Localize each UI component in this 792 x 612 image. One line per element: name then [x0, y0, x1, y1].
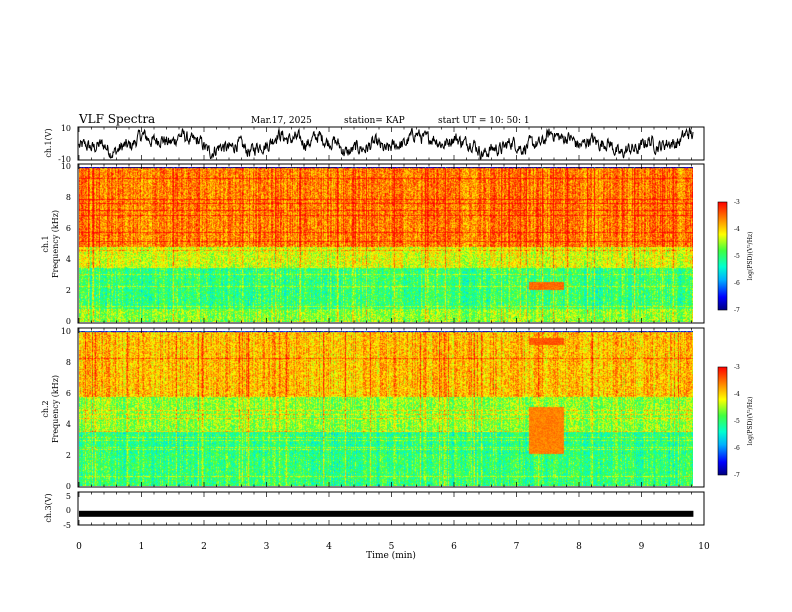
- ch1-cb-tick-m7: -7: [734, 307, 740, 314]
- xtick-9: 9: [639, 542, 645, 552]
- ch3-ytick-m5: -5: [63, 521, 71, 530]
- ch2-ytick-4: 4: [66, 420, 71, 429]
- ch1-ytick-top: 10: [61, 124, 71, 133]
- figure-title: VLF Spectra: [78, 112, 155, 126]
- ch1-spectrogram-frame: [77, 163, 705, 324]
- ch1-waveform-ylabel: ch.1(V): [44, 128, 53, 157]
- ch1-ytick-10: 10: [61, 162, 71, 171]
- ch2-cb-tick-m6: -6: [734, 445, 740, 452]
- ch2-spectrogram-panel: 0 2 4 6 8 10 ch.2 Frequency (kHz): [41, 327, 705, 491]
- ch1-ytick-4: 4: [66, 255, 71, 264]
- ch3-waveform-frame: [77, 491, 705, 526]
- ch1-spectrogram-panel: 0 2 4 6 8 10 ch.1 Frequency (kHz): [41, 162, 705, 326]
- xtick-2: 2: [201, 542, 207, 552]
- ch3-ytick-5: 5: [66, 492, 71, 501]
- ch2-ytick-8: 8: [66, 358, 71, 367]
- ch3-waveform-line: [79, 510, 694, 517]
- ch1-ytick-6: 6: [66, 224, 71, 233]
- ch2-spectrogram-frame: [77, 327, 705, 488]
- xtick-5: 5: [389, 542, 395, 552]
- xtick-7: 7: [514, 542, 520, 552]
- ch1-spectrogram-image: [79, 167, 693, 322]
- xtick-3: 3: [264, 542, 270, 552]
- xtick-10: 10: [698, 542, 710, 552]
- xtick-0: 0: [76, 542, 82, 552]
- ch1-spectrogram-ticks: [78, 164, 705, 323]
- xtick-1: 1: [139, 542, 145, 552]
- ch1-waveform-panel: 10 -10 ch.1(V): [44, 124, 705, 164]
- x-axis-label: Time (min): [366, 550, 416, 561]
- ch1-spectrogram-ylabel: ch.1: [41, 235, 50, 252]
- ch2-colorbar-label: log(PSD)(V²/Hz): [747, 397, 754, 446]
- ch2-cb-tick-m4: -4: [734, 391, 740, 398]
- ch1-waveform-line: [78, 127, 694, 160]
- ch2-spectrogram-ylabel: ch.2: [41, 400, 50, 417]
- ch2-ytick-0: 0: [66, 482, 71, 491]
- ch2-cb-tick-m7: -7: [734, 472, 740, 479]
- ch1-colorbar: -3 -4 -5 -6 -7 log(PSD)(V²/Hz): [717, 199, 754, 314]
- ch2-colorbar-scale: [717, 366, 728, 476]
- ch1-ytick-0: 0: [66, 317, 71, 326]
- ch2-colorbar: -3 -4 -5 -6 -7 log(PSD)(V²/Hz): [717, 364, 754, 479]
- ch1-colorbar-scale: [717, 201, 728, 311]
- ch3-waveform-ticks: [78, 492, 705, 525]
- date-label: Mar.17, 2025: [251, 116, 312, 126]
- xtick-6: 6: [451, 542, 457, 552]
- ch1-cb-tick-m4: -4: [734, 226, 740, 233]
- station-label: station= KAP: [344, 116, 405, 126]
- ch1-waveform-frame: [77, 126, 705, 161]
- ch2-ytick-10: 10: [61, 327, 71, 336]
- ch2-spectrogram-image: [79, 331, 693, 486]
- ch3-waveform-panel: 5 0 -5 ch.3(V): [44, 491, 705, 530]
- ch1-ytick-bottom: -10: [58, 155, 71, 164]
- ch1-cb-tick-m6: -6: [734, 280, 740, 287]
- ch1-cb-tick-m3: -3: [734, 199, 740, 206]
- xtick-8: 8: [576, 542, 582, 552]
- ch1-ytick-2: 2: [66, 286, 71, 295]
- ch3-ytick-0: 0: [66, 506, 71, 515]
- ch1-ytick-8: 8: [66, 193, 71, 202]
- ch1-frequency-label: Frequency (kHz): [51, 210, 60, 278]
- start-time-label: start UT = 10: 50: 1: [438, 116, 530, 126]
- xtick-4: 4: [326, 542, 332, 552]
- x-axis: 0 1 2 3 4 5 6 7 8 9 10 Time (min): [76, 542, 710, 561]
- ch2-ytick-6: 6: [66, 389, 71, 398]
- ch1-cb-tick-m5: -5: [734, 253, 740, 260]
- ch3-waveform-ylabel: ch.3(V): [44, 493, 53, 522]
- ch2-frequency-label: Frequency (kHz): [51, 375, 60, 443]
- ch2-ytick-2: 2: [66, 451, 71, 460]
- ch1-waveform-ticks: [78, 127, 705, 160]
- ch1-colorbar-label: log(PSD)(V²/Hz): [747, 232, 754, 281]
- ch2-spectrogram-ticks: [78, 328, 705, 487]
- ch2-cb-tick-m5: -5: [734, 418, 740, 425]
- ch2-cb-tick-m3: -3: [734, 364, 740, 371]
